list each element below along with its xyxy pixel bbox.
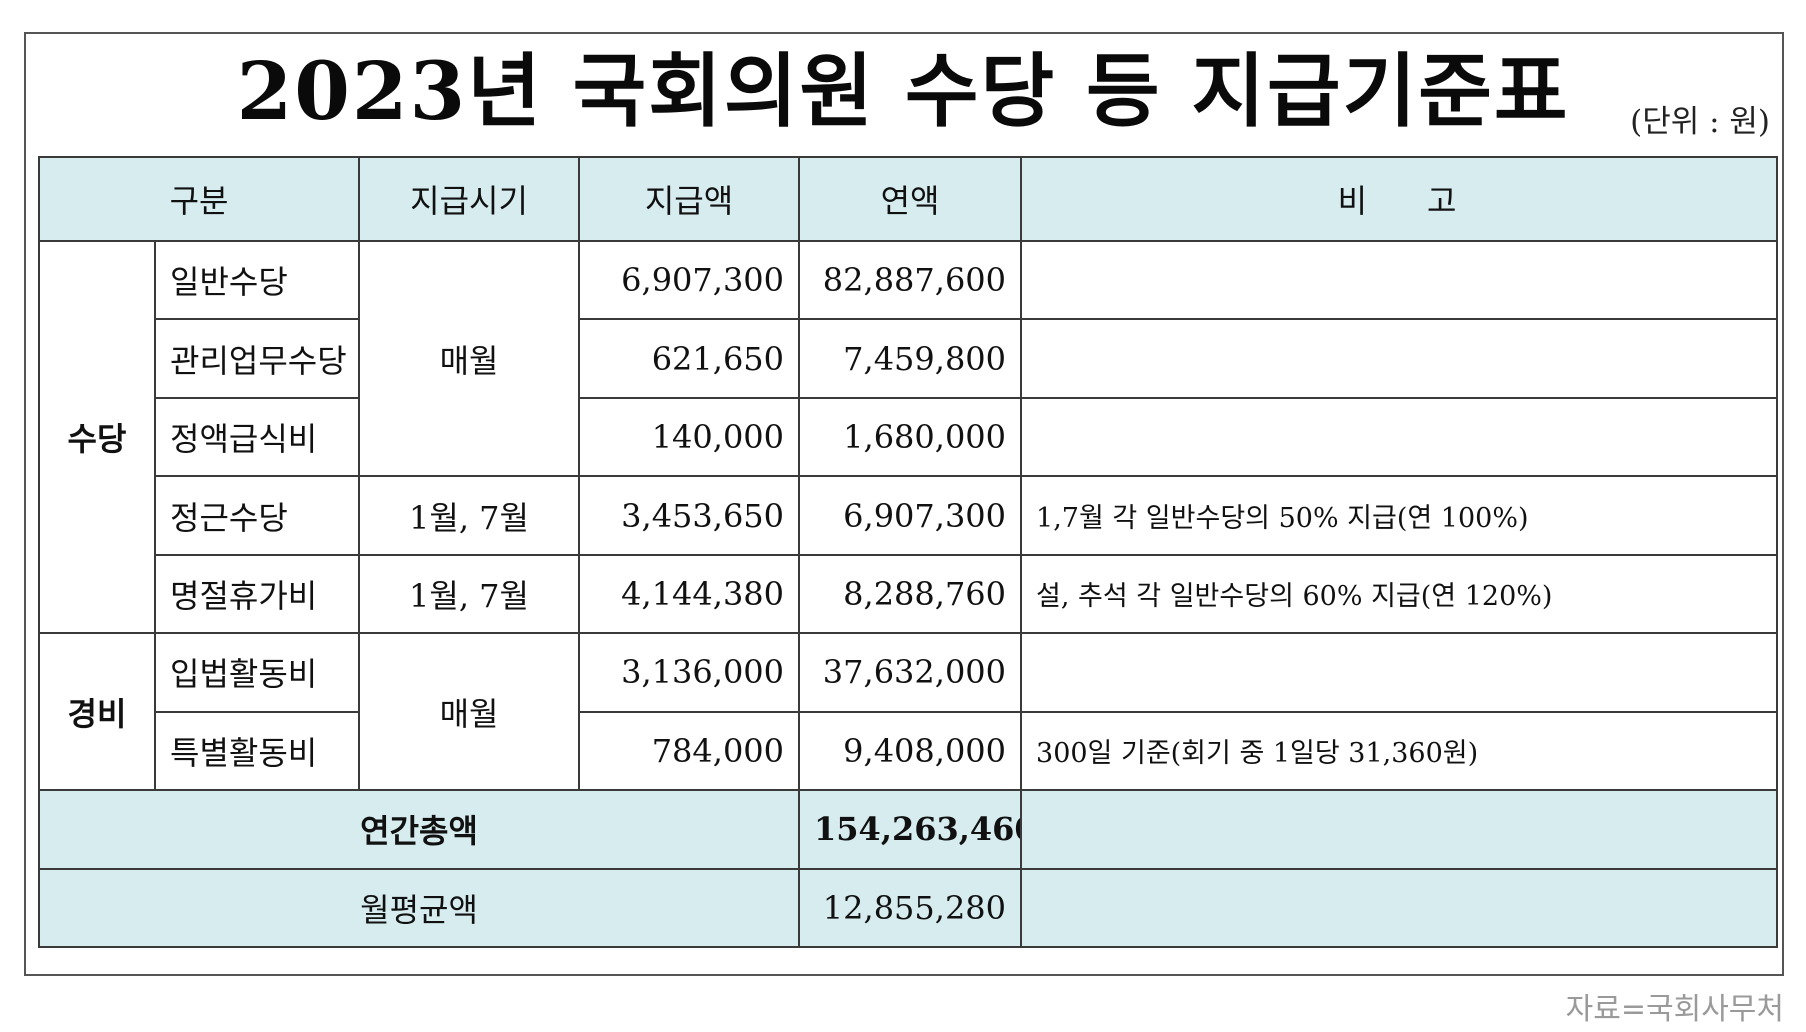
table-row: 관리업무수당 621,650 7,459,800 bbox=[39, 318, 1779, 399]
monthly-average-row: 월평균액 12,855,280 bbox=[37, 867, 1779, 948]
row-note: 1,7월 각 일반수당의 50% 지급(연 100%) bbox=[1020, 475, 1779, 556]
page-title: 2023년 국회의원 수당 등 지급기준표 bbox=[236, 44, 1570, 138]
header-annual: 연액 bbox=[798, 156, 1023, 242]
row-name: 특별활동비 bbox=[153, 710, 361, 792]
timing-cell: 1월, 7월 bbox=[358, 553, 581, 635]
table-row: 수당 일반수당 매월 6,907,300 82,887,600 bbox=[38, 239, 1779, 635]
table-row: 명절휴가비 1월, 7월 4,144,380 8,288,760 설, 추석 각… bbox=[39, 553, 1779, 635]
header-amount: 지급액 bbox=[578, 156, 801, 242]
row-amount: 140,000 bbox=[578, 396, 801, 478]
row-annual: 9,408,000 bbox=[798, 710, 1023, 792]
timing-cell: 1월, 7월 bbox=[358, 475, 581, 556]
row-annual: 8,288,760 bbox=[798, 553, 1023, 635]
row-name: 정근수당 bbox=[153, 475, 361, 556]
annual-total-row: 연간총액 154,263,460 bbox=[37, 789, 1779, 870]
source-credit: 자료=국회사무처 bbox=[1565, 992, 1784, 1027]
row-amount: 621,650 bbox=[578, 318, 801, 399]
row-amount: 3,136,000 bbox=[578, 632, 801, 713]
timing-cell: 매월 bbox=[358, 239, 581, 478]
annual-total-value: 154,263,460 bbox=[798, 789, 1023, 870]
header-note: 비고 bbox=[1020, 156, 1779, 242]
row-name: 명절휴가비 bbox=[153, 553, 361, 635]
row-name: 입법활동비 bbox=[153, 632, 361, 713]
header-category: 구분 bbox=[37, 156, 361, 242]
table-row: 경비 입법활동비 매월 3,136,000 37,632,000 bbox=[38, 632, 1779, 792]
row-annual: 1,680,000 bbox=[798, 396, 1023, 478]
row-name: 일반수당 bbox=[153, 239, 361, 321]
row-annual: 82,887,600 bbox=[798, 239, 1023, 321]
monthly-average-note bbox=[1020, 867, 1779, 948]
row-name: 관리업무수당 bbox=[153, 318, 361, 399]
row-note bbox=[1020, 318, 1779, 399]
timing-cell: 매월 bbox=[358, 632, 581, 792]
row-name: 정액급식비 bbox=[153, 396, 361, 478]
annual-total-note bbox=[1020, 789, 1779, 870]
row-note bbox=[1020, 632, 1779, 713]
table-row: 정근수당 1월, 7월 3,453,650 6,907,300 1,7월 각 일… bbox=[39, 475, 1779, 556]
row-annual: 7,459,800 bbox=[798, 318, 1023, 399]
header-timing: 지급시기 bbox=[358, 156, 581, 242]
row-note: 설, 추석 각 일반수당의 60% 지급(연 120%) bbox=[1020, 553, 1779, 635]
row-annual: 6,907,300 bbox=[798, 475, 1023, 556]
row-amount: 784,000 bbox=[578, 710, 801, 792]
table-header-row: 구분 지급시기 지급액 연액 비고 bbox=[37, 156, 1779, 242]
row-note bbox=[1020, 396, 1779, 478]
group-expense: 경비 bbox=[38, 632, 156, 792]
row-note: 300일 기준(회기 중 1일당 31,360원) bbox=[1020, 710, 1779, 792]
monthly-average-label: 월평균액 bbox=[37, 867, 801, 948]
row-amount: 6,907,300 bbox=[578, 239, 801, 321]
allowance-table: 구분 지급시기 지급액 연액 비고 수당 일반수당 매월 6,907,300 8… bbox=[37, 156, 1779, 948]
row-annual: 37,632,000 bbox=[798, 632, 1023, 713]
table-row: 정액급식비 140,000 1,680,000 bbox=[39, 396, 1779, 478]
row-note bbox=[1020, 239, 1779, 321]
table-row: 특별활동비 784,000 9,408,000 300일 기준(회기 중 1일당… bbox=[39, 710, 1779, 792]
group-allowance: 수당 bbox=[38, 239, 156, 635]
monthly-average-value: 12,855,280 bbox=[798, 867, 1023, 948]
row-amount: 3,453,650 bbox=[578, 475, 801, 556]
row-amount: 4,144,380 bbox=[578, 553, 801, 635]
unit-label: (단위 : 원) bbox=[1630, 104, 1770, 140]
annual-total-label: 연간총액 bbox=[37, 789, 801, 870]
